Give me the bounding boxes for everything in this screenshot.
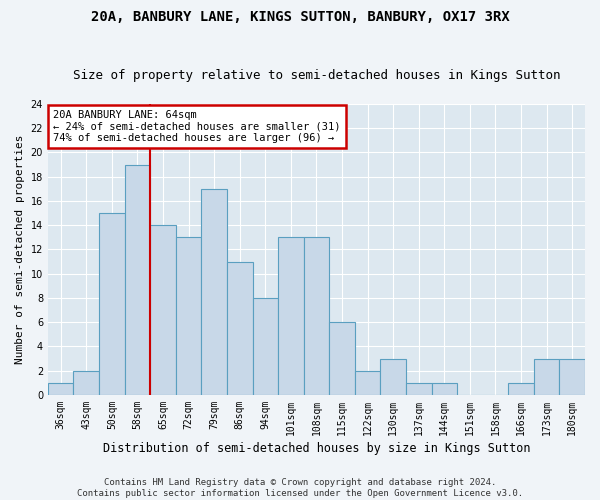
Bar	[304, 238, 329, 395]
Bar	[278, 238, 304, 395]
Y-axis label: Number of semi-detached properties: Number of semi-detached properties	[15, 134, 25, 364]
Text: 20A, BANBURY LANE, KINGS SUTTON, BANBURY, OX17 3RX: 20A, BANBURY LANE, KINGS SUTTON, BANBURY…	[91, 10, 509, 24]
Bar	[355, 370, 380, 395]
X-axis label: Distribution of semi-detached houses by size in Kings Sutton: Distribution of semi-detached houses by …	[103, 442, 530, 455]
Bar	[150, 225, 176, 395]
Bar	[99, 213, 125, 395]
Bar	[227, 262, 253, 395]
Bar	[48, 383, 73, 395]
Bar	[508, 383, 534, 395]
Bar	[73, 370, 99, 395]
Bar	[329, 322, 355, 395]
Bar	[176, 238, 202, 395]
Bar	[431, 383, 457, 395]
Bar	[406, 383, 431, 395]
Bar	[559, 358, 585, 395]
Bar	[380, 358, 406, 395]
Title: Size of property relative to semi-detached houses in Kings Sutton: Size of property relative to semi-detach…	[73, 69, 560, 82]
Text: 20A BANBURY LANE: 64sqm
← 24% of semi-detached houses are smaller (31)
74% of se: 20A BANBURY LANE: 64sqm ← 24% of semi-de…	[53, 110, 341, 143]
Bar	[202, 189, 227, 395]
Text: Contains HM Land Registry data © Crown copyright and database right 2024.
Contai: Contains HM Land Registry data © Crown c…	[77, 478, 523, 498]
Bar	[125, 164, 150, 395]
Bar	[253, 298, 278, 395]
Bar	[534, 358, 559, 395]
